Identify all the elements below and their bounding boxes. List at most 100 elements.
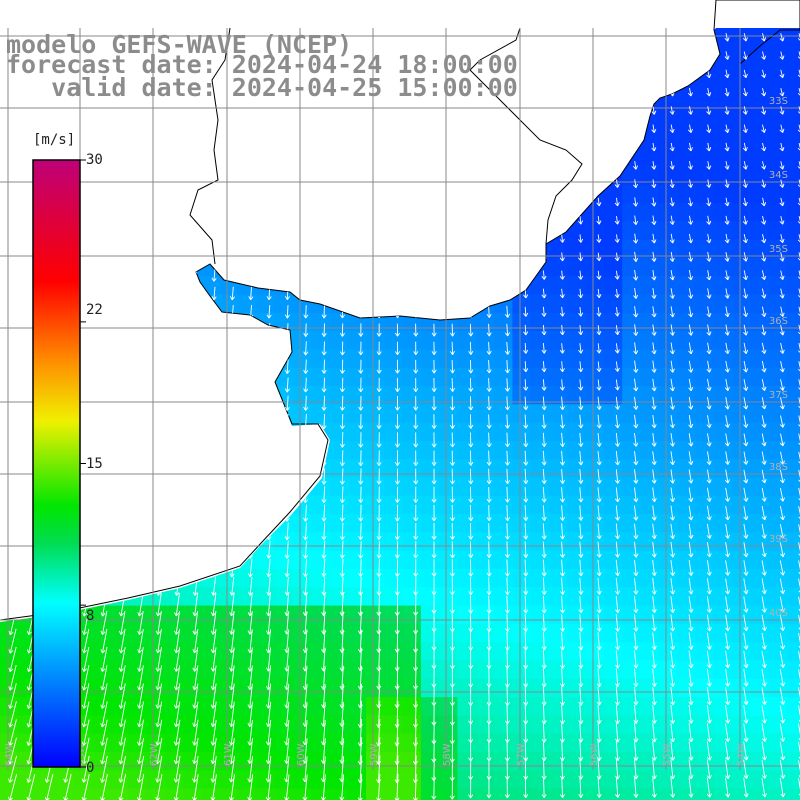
wind-speed-cell: [512, 605, 532, 625]
wind-speed-cell: [603, 587, 623, 607]
wind-arrow: [358, 432, 364, 448]
wind-arrow: [248, 468, 254, 485]
wind-arrow: [119, 340, 125, 356]
wind-speed-cell: [713, 642, 733, 661]
wind-speed-cell: [695, 569, 715, 588]
wind-speed-cell: [768, 129, 788, 149]
wind-arrow: [559, 414, 565, 429]
wind-arrow: [394, 504, 400, 522]
wind-arrow: [431, 160, 437, 171]
wind-speed-cell: [256, 770, 275, 790]
wind-speed-cell: [201, 459, 221, 478]
wind-speed-cell: [567, 93, 587, 112]
wind-speed-cell: [201, 788, 221, 800]
wind-speed-cell: [219, 184, 239, 204]
wind-speed-cell: [786, 166, 800, 186]
wind-arrow: [688, 759, 694, 780]
wind-speed-cell: [292, 349, 312, 369]
wind-arrow: [468, 269, 474, 281]
wind-speed-cell: [622, 38, 641, 58]
wind-speed-cell: [439, 111, 458, 131]
wind-speed-cell: [475, 514, 495, 533]
wind-arrow: [266, 413, 272, 430]
wind-speed-cell: [494, 184, 513, 204]
wind-speed-cell: [256, 532, 275, 552]
wind-arrow: [523, 179, 529, 188]
wind-arrow: [725, 741, 731, 761]
wind-speed-cell: [512, 788, 532, 800]
wind-speed-cell: [768, 56, 788, 76]
wind-arrow: [779, 252, 785, 262]
wind-arrow: [578, 234, 584, 243]
wind-arrow: [192, 558, 198, 578]
wind-speed-cell: [128, 477, 147, 497]
wind-arrow: [266, 450, 272, 467]
wind-arrow: [669, 197, 675, 207]
wind-speed-cell: [146, 111, 166, 131]
wind-arrow: [633, 505, 639, 521]
wind-speed-cell: [439, 276, 458, 295]
wind-speed-cell: [549, 111, 568, 131]
wind-speed-cell: [585, 93, 605, 112]
wind-arrow: [779, 142, 785, 152]
wind-speed-cell: [420, 367, 440, 387]
wind-speed-cell: [347, 569, 367, 588]
wind-speed-cell: [549, 495, 568, 515]
wind-arrow: [119, 286, 125, 301]
wind-speed-cell: [292, 477, 312, 497]
wind-arrow: [486, 233, 492, 244]
wind-arrow: [578, 432, 584, 447]
wind-speed-cell: [146, 678, 166, 698]
wind-arrow: [633, 288, 639, 299]
wind-speed-cell: [603, 532, 623, 552]
wind-arrow: [101, 177, 107, 190]
wind-speed-cell: [384, 660, 404, 680]
wind-arrow: [688, 251, 694, 262]
wind-arrow: [83, 340, 89, 357]
wind-arrow: [779, 542, 786, 558]
wind-arrow: [687, 215, 694, 225]
wind-arrow: [193, 413, 199, 430]
wind-arrow: [779, 451, 785, 465]
wind-speed-cell: [128, 642, 147, 661]
wind-speed-cell: [640, 642, 660, 661]
wind-arrow: [706, 306, 712, 318]
wind-arrow: [101, 322, 107, 338]
wind-arrow: [82, 576, 89, 597]
wind-speed-cell: [366, 276, 385, 295]
wind-speed-cell: [128, 788, 147, 800]
wind-speed-cell: [549, 276, 568, 295]
wind-arrow: [761, 650, 767, 669]
wind-speed-cell: [640, 257, 660, 277]
wind-speed-cell: [658, 148, 678, 167]
wind-arrow: [193, 123, 199, 134]
wind-speed-cell: [311, 715, 330, 735]
wind-arrow: [101, 504, 107, 523]
wind-arrow: [504, 233, 510, 244]
wind-arrow: [340, 196, 346, 208]
wind-arrow: [725, 542, 731, 558]
wind-speed-cell: [292, 587, 312, 607]
wind-arrow: [578, 361, 584, 373]
wind-speed-cell: [128, 623, 147, 643]
wind-speed-cell: [256, 203, 275, 222]
wind-arrow: [743, 397, 749, 410]
wind-arrow: [468, 414, 474, 429]
wind-arrow: [596, 614, 602, 632]
wind-speed-cell: [713, 184, 733, 204]
wind-arrow: [175, 123, 181, 135]
wind-speed-cell: [768, 404, 788, 424]
wind-arrow: [340, 105, 346, 116]
wind-arrow: [174, 431, 180, 449]
wind-speed-cell: [274, 514, 294, 533]
wind-speed-cell: [549, 770, 568, 790]
wind-speed-cell: [420, 495, 440, 515]
wind-speed-cell: [237, 532, 257, 552]
wind-speed-cell: [567, 697, 587, 716]
wind-speed-cell: [219, 459, 239, 478]
wind-speed-cell: [732, 788, 751, 800]
wind-arrow: [138, 177, 144, 190]
wind-speed-cell: [384, 532, 404, 552]
wind-speed-cell: [512, 459, 532, 478]
